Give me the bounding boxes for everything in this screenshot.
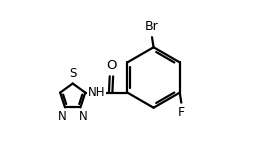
Text: S: S <box>69 67 77 80</box>
Text: Br: Br <box>144 20 158 33</box>
Text: N: N <box>58 110 67 123</box>
Text: O: O <box>106 60 117 73</box>
Text: NH: NH <box>88 86 105 99</box>
Text: N: N <box>79 110 88 123</box>
Text: F: F <box>178 106 185 119</box>
